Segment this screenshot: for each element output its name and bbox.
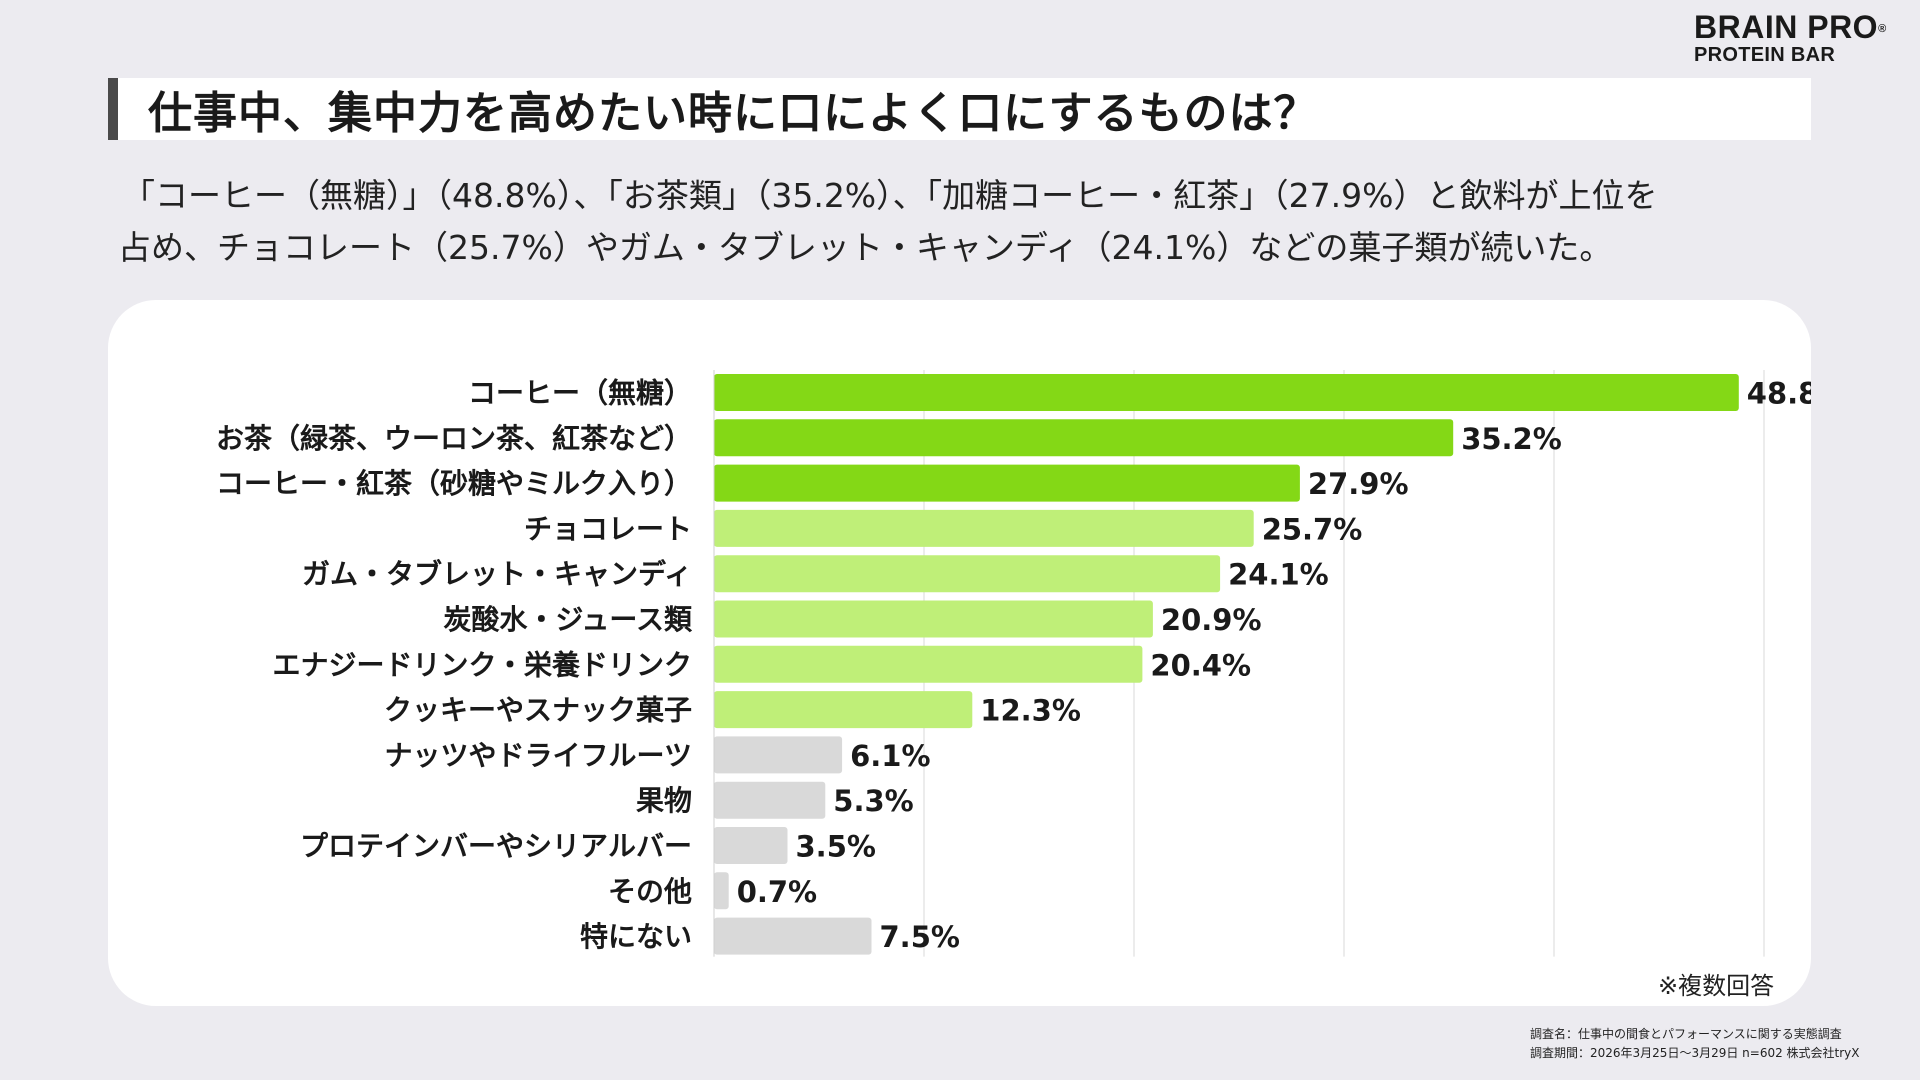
bar-10 [714, 781, 826, 819]
category-label-3: コーヒー・紅茶（砂糖やミルク入り） [216, 467, 692, 500]
category-label-9: ナッツやドライフルーツ [385, 739, 692, 772]
summary-line-2: 占め、チョコレート（25.7%）やガム・タブレット・キャンディ（24.1%）など… [118, 228, 1613, 267]
summary-text: 「コーヒー（無糖）」（48.8%）、「お茶類」（35.2%）、「加糖コーヒー・紅… [118, 170, 1818, 274]
value-label-12: 0.7% [737, 875, 817, 909]
value-label-8: 12.3% [980, 694, 1081, 728]
survey-name: 調査名：仕事中の間食とパフォーマンスに関する実態調査 [1530, 1027, 1842, 1041]
category-label-8: クッキーやスナック菓子 [384, 694, 692, 727]
value-label-9: 6.1% [850, 739, 930, 773]
category-label-13: 特にない [580, 920, 692, 953]
multiple-answer-note: ※複数回答 [1658, 972, 1775, 1000]
category-label-2: お茶（緑茶、ウーロン茶、紅茶など） [216, 422, 692, 455]
value-label-6: 20.9% [1161, 603, 1262, 637]
category-label-5: ガム・タブレット・キャンディ [302, 558, 692, 591]
bar-11 [714, 827, 788, 864]
brand-name: BRAIN PRO® [1694, 9, 1887, 45]
bar-3 [714, 464, 1300, 502]
category-label-4: チョコレート [524, 512, 692, 545]
category-label-1: コーヒー（無糖） [468, 377, 692, 410]
brand-subname: PROTEIN BAR [1694, 44, 1836, 66]
brand-logo: BRAIN PRO® PROTEIN BAR [1694, 10, 1904, 66]
category-label-7: エナジードリンク・栄養ドリンク [273, 648, 692, 681]
title-accent [108, 78, 118, 140]
summary-line-1: 「コーヒー（無糖）」（48.8%）、「お茶類」（35.2%）、「加糖コーヒー・紅… [122, 176, 1658, 215]
bar-5 [714, 555, 1221, 593]
bar-12 [714, 872, 729, 910]
category-label-10: 果物 [636, 784, 692, 817]
value-label-10: 5.3% [833, 784, 913, 818]
bar-9 [714, 736, 843, 774]
value-label-4: 25.7% [1262, 512, 1363, 546]
value-label-7: 20.4% [1150, 648, 1251, 682]
value-label-2: 35.2% [1461, 422, 1562, 456]
title-bar: 仕事中、集中力を高めたい時に口によく口にするものは？ [108, 78, 1811, 140]
chart-card: コーヒー（無糖） 48.8% お茶（緑茶、ウーロン茶、紅茶など） 35.2% コーヒー・… [108, 300, 1811, 1006]
page-title: 仕事中、集中力を高めたい時に口によく口にするものは？ [148, 88, 1319, 139]
value-label-1: 48.8% [1747, 377, 1811, 411]
survey-footnote: 調査名：仕事中の間食とパフォーマンスに関する実態調査 調査期間：2026年3月2… [1530, 1025, 1860, 1063]
value-label-5: 24.1% [1228, 558, 1329, 592]
bar-7 [714, 645, 1143, 683]
value-label-11: 3.5% [796, 830, 876, 864]
bar-1 [714, 374, 1739, 411]
value-label-13: 7.5% [880, 920, 960, 954]
bar-chart: コーヒー（無糖） 48.8% お茶（緑茶、ウーロン茶、紅茶など） 35.2% コーヒー・… [216, 370, 1811, 957]
bar-8 [714, 691, 973, 729]
value-label-3: 27.9% [1308, 467, 1409, 501]
survey-period: 調査期間：2026年3月25日〜3月29日 n=602 株式会社tryX [1530, 1046, 1860, 1060]
bar-13 [714, 917, 872, 955]
bar-2 [714, 419, 1454, 457]
category-label-6: 炭酸水・ジュース類 [443, 603, 693, 636]
category-label-12: その他 [608, 875, 692, 908]
category-label-11: プロテインバーやシリアルバー [300, 830, 692, 863]
bar-4 [714, 509, 1254, 547]
bar-6 [714, 600, 1153, 638]
